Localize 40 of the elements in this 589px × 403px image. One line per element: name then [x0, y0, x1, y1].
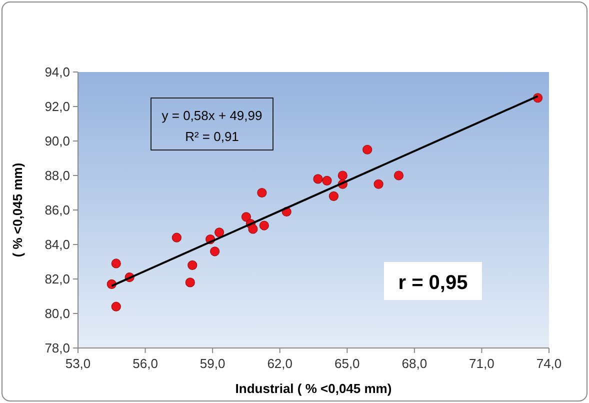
point [328, 191, 338, 201]
x-tick-label: 56,0 [132, 356, 158, 371]
point [322, 176, 332, 186]
point [214, 228, 224, 238]
point [172, 232, 182, 242]
y-tick-label: 82,0 [44, 272, 70, 286]
y-tick-label: 92,0 [44, 99, 70, 114]
point [111, 258, 121, 268]
y-tick-label: 90,0 [44, 134, 70, 148]
point [362, 144, 372, 154]
x-tick-label: 59,0 [200, 356, 226, 371]
point [248, 224, 258, 234]
point [241, 212, 252, 222]
y-tick-label: 88,0 [44, 168, 70, 183]
x-tick-label: 71,0 [469, 356, 494, 371]
y-tick-label: 86,0 [44, 202, 70, 218]
point [257, 188, 267, 198]
x-tick-label: 53,0 [65, 356, 91, 371]
x-axis-title: Industrial ( % <0,045 mm) [235, 381, 392, 396]
annotation: y = 0,58x + 49,99 [162, 108, 262, 123]
y-axis-title: ( % <0,045 mm) [10, 162, 25, 258]
y-tick-label: 78,0 [44, 340, 70, 356]
point [394, 170, 404, 180]
point [210, 246, 220, 256]
point [338, 170, 348, 180]
x-tick-label: 62,0 [267, 356, 293, 371]
x-tick-label: 68,0 [402, 356, 428, 371]
y-tick-label: 80,0 [44, 306, 70, 321]
annotation: R² = 0,91 [185, 129, 239, 144]
y-tick-label: 84,0 [44, 237, 70, 252]
point [374, 179, 384, 189]
point [188, 260, 198, 270]
y-tick-label: 94,0 [44, 64, 70, 80]
point [185, 278, 195, 288]
annotation: r = 0,95 [398, 272, 468, 294]
x-tick-label: 74,0 [536, 356, 562, 371]
point [111, 302, 121, 312]
x-tick-label: 65,0 [334, 356, 360, 371]
point [313, 174, 323, 184]
point [259, 220, 269, 230]
